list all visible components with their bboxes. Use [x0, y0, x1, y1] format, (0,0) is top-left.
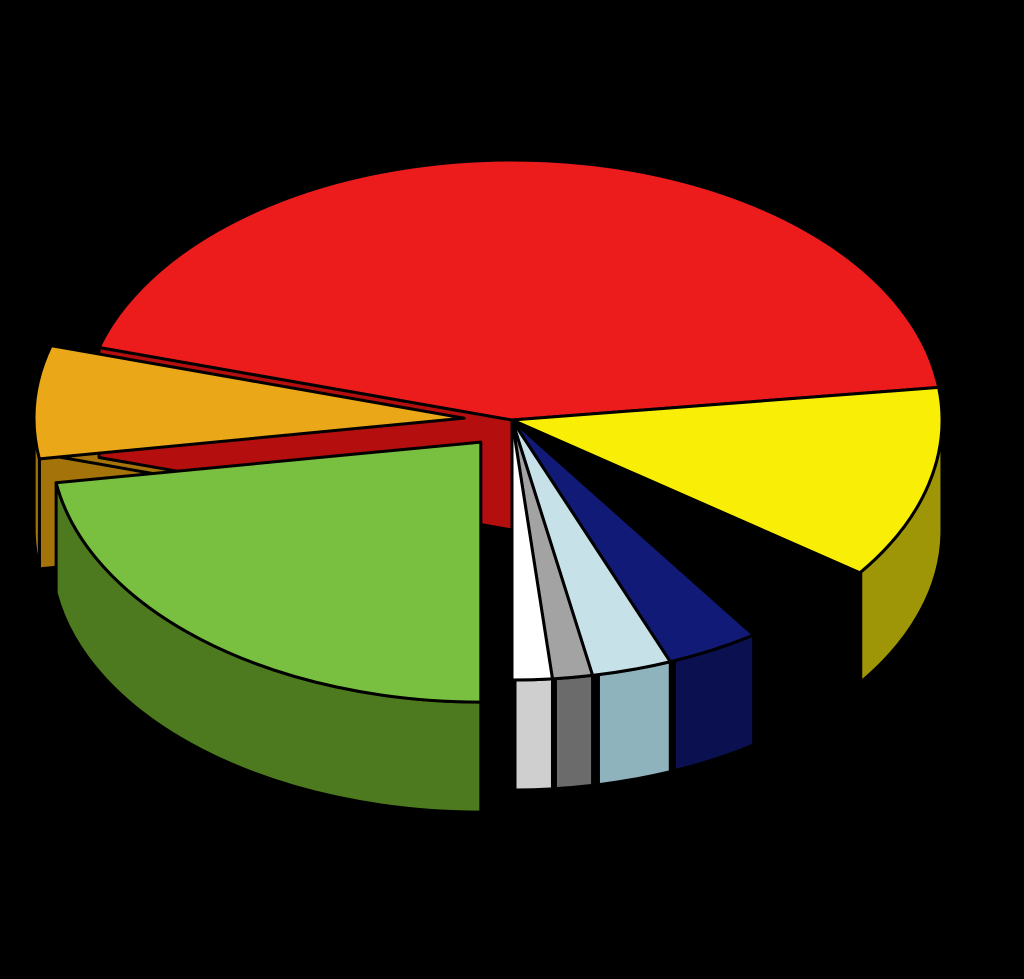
- pie-slice-side: [515, 679, 552, 790]
- pie-slice-side: [598, 662, 670, 785]
- pie-chart-3d: [0, 0, 1024, 979]
- pie-slice-side: [555, 675, 592, 788]
- pie-chart-svg: [0, 0, 1024, 979]
